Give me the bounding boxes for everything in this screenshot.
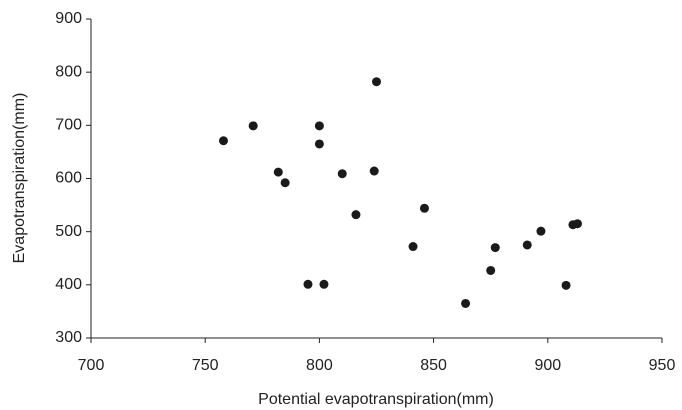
y-tick-label: 600	[55, 170, 82, 187]
point	[522, 240, 532, 250]
y-axis-label: Evapotranspiration(mm)	[11, 93, 28, 264]
point	[490, 243, 500, 253]
point	[280, 178, 290, 188]
point	[536, 226, 546, 236]
point	[369, 166, 379, 176]
y-tick-label: 400	[55, 276, 82, 293]
point	[572, 219, 582, 229]
y-tick-label: 700	[55, 117, 82, 134]
point	[461, 298, 471, 308]
point	[561, 280, 571, 290]
x-axis-label: Potential evapotranspiration(mm)	[258, 391, 494, 408]
x-tick-label: 950	[649, 357, 676, 374]
point	[218, 136, 228, 146]
point	[408, 242, 418, 252]
y-tick-label: 900	[55, 10, 82, 27]
point	[372, 77, 381, 87]
point	[337, 169, 347, 179]
x-tick-label: 900	[534, 357, 561, 374]
point	[486, 265, 496, 275]
x-tick-label: 700	[78, 357, 105, 374]
y-tick-label: 800	[55, 63, 82, 80]
point	[314, 121, 324, 131]
point	[351, 210, 361, 220]
x-tick-label: 750	[192, 357, 219, 374]
x-tick-label: 800	[306, 357, 333, 374]
point	[273, 167, 283, 177]
x-tick-label: 850	[420, 357, 447, 374]
y-tick-label: 300	[55, 329, 82, 346]
point	[319, 279, 329, 289]
point	[303, 279, 313, 289]
y-tick-label: 500	[55, 223, 82, 240]
point	[419, 203, 429, 213]
point	[314, 139, 324, 149]
point	[248, 121, 258, 131]
